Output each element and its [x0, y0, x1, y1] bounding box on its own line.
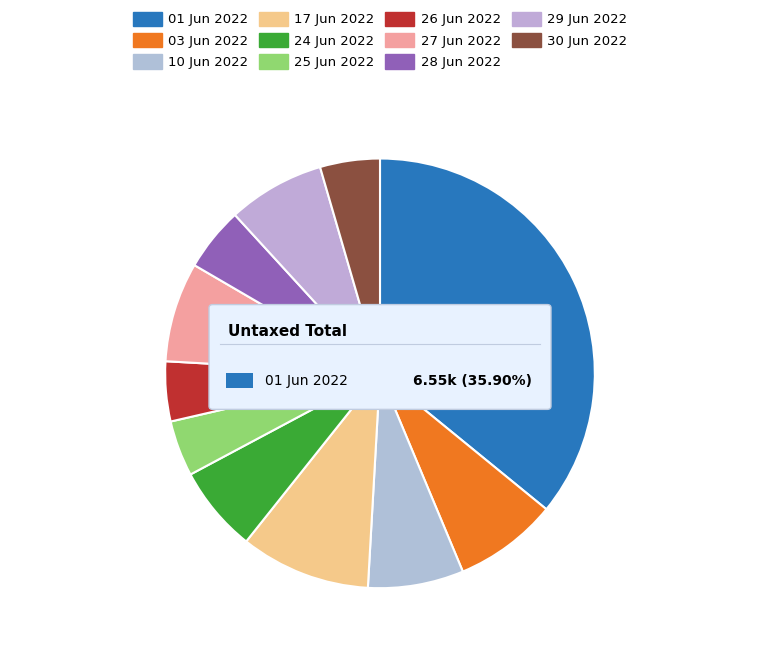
Wedge shape [380, 159, 595, 509]
Wedge shape [165, 361, 380, 422]
Wedge shape [235, 167, 380, 373]
Text: 6.55k (35.90%): 6.55k (35.90%) [413, 373, 532, 388]
Legend: 01 Jun 2022, 03 Jun 2022, 10 Jun 2022, 17 Jun 2022, 24 Jun 2022, 25 Jun 2022, 26: 01 Jun 2022, 03 Jun 2022, 10 Jun 2022, 1… [127, 7, 633, 74]
Wedge shape [166, 265, 380, 373]
Wedge shape [368, 373, 463, 588]
Wedge shape [191, 373, 380, 542]
Wedge shape [171, 373, 380, 474]
Wedge shape [380, 373, 546, 572]
Wedge shape [246, 373, 380, 588]
Wedge shape [320, 159, 380, 373]
Text: 01 Jun 2022: 01 Jun 2022 [264, 373, 347, 388]
Wedge shape [195, 215, 380, 373]
Text: Untaxed Total: Untaxed Total [228, 324, 347, 339]
